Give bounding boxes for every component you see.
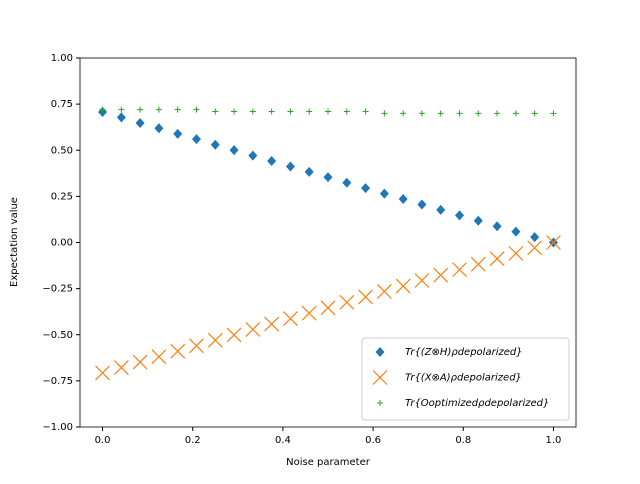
x-marker [470,256,486,272]
plus-marker [418,110,425,117]
x-marker [527,240,543,256]
legend-label: Tr{Ooptimizedρdepolarized} [405,398,549,409]
x-marker [546,235,561,250]
diamond-marker [154,123,164,134]
y-tick-label: −0.75 [42,376,73,387]
y-tick-label: 0.25 [51,191,73,202]
plus-marker [512,110,519,117]
plus-marker [325,108,331,115]
y-tick-label: 0.75 [51,99,73,110]
y-tick-label: 0.50 [51,145,73,156]
x-tick-label: 1.0 [546,435,562,446]
diamond-marker [173,128,183,139]
diamond-marker [473,215,483,226]
x-marker [264,316,280,332]
plus-marker [287,108,294,115]
diamond-marker [267,155,277,166]
plus-marker [193,106,200,113]
diamond-marker [248,150,258,161]
x-marker [414,273,430,288]
plus-marker [494,110,501,117]
x-marker [113,360,129,376]
diamond-marker [342,177,352,188]
diamond-marker [436,204,446,215]
x-marker [207,332,223,348]
plus-marker [155,106,162,113]
plus-marker [249,108,256,115]
diamond-marker [229,145,239,156]
diamond-marker [361,183,371,194]
x-tick-label: 0.2 [185,435,201,446]
y-tick-label: −0.50 [42,330,73,341]
x-marker [283,311,298,326]
diamond-marker [455,210,465,221]
x-marker [452,262,467,278]
legend-label: Tr{(X⊗A)ρdepolarized} [405,373,522,384]
x-marker [508,245,524,261]
plus-marker [118,106,125,113]
x-marker [151,349,167,365]
plus-marker [400,110,407,117]
x-marker [320,300,336,316]
diamond-marker [379,188,389,199]
plus-marker [531,110,538,117]
x-marker [372,370,388,385]
x-marker [358,289,373,305]
x-marker [376,283,392,299]
x-marker [245,321,261,337]
plus-marker [137,106,144,113]
plus-marker [306,108,313,115]
x-marker [489,251,505,267]
x-marker [189,338,204,354]
y-tick-label: −1.00 [42,422,73,433]
plus-marker [343,108,350,115]
plus-marker [475,110,482,117]
x-tick-label: 0.4 [275,435,291,446]
x-marker [95,365,110,381]
diamond-marker [375,347,385,357]
x-marker [226,327,242,343]
x-tick-label: 0.8 [455,435,471,446]
plus-marker [456,110,463,117]
legend-box [361,337,570,421]
diamond-marker [304,166,314,177]
diamond-marker [417,199,427,210]
diamond-marker [398,193,408,204]
y-tick-label: −0.25 [42,284,73,295]
axes-frame [79,57,577,428]
plus-marker [550,110,557,117]
plus-marker [268,108,275,115]
x-marker [132,354,148,370]
plus-marker [99,106,106,113]
y-tick-label: 0.00 [51,238,73,249]
diamond-marker [511,226,521,237]
plus-marker [231,108,238,115]
x-axis-label: Noise parameter [286,457,371,468]
x-marker [433,267,449,283]
diamond-marker [492,221,502,232]
x-marker [339,294,355,310]
y-tick-label: 1.00 [51,53,73,64]
diamond-marker [323,172,333,183]
x-tick-label: 0.0 [95,435,111,446]
plus-marker [174,106,181,113]
x-marker [170,343,186,359]
x-marker [301,305,317,321]
x-marker [395,278,411,294]
diamond-marker [210,139,220,150]
diamond-marker [135,117,145,128]
plus-marker [381,110,388,117]
legend-label: Tr{(Z⊗H)ρdepolarized} [405,347,523,358]
plus-marker [212,108,219,115]
plus-marker [377,400,383,406]
plus-marker [362,108,369,115]
y-axis-label: Expectation value [9,197,20,287]
diamond-marker [116,112,126,123]
plus-marker [437,110,444,117]
x-tick-label: 0.6 [365,435,381,446]
diamond-marker [285,161,295,172]
diamond-marker [530,232,540,243]
diamond-marker [191,134,201,145]
